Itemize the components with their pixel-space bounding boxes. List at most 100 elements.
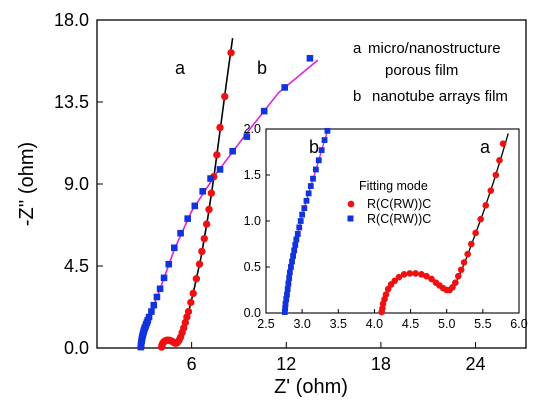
- inset-point-a-33: [499, 140, 507, 148]
- inset-point-b-7: [286, 275, 293, 281]
- inset-legend: Fitting mode R(C(RW))C R(C(RW))C: [347, 179, 431, 226]
- inset-curve-label-b: b: [309, 137, 319, 157]
- inset-point-a-23: [457, 266, 465, 274]
- inset-point-b-17: [297, 218, 304, 224]
- inset-point-a-13: [423, 272, 430, 280]
- main-point-b-22: [165, 260, 173, 268]
- main-point-a-19: [184, 307, 193, 316]
- inset-point-a-32: [496, 156, 503, 164]
- main-point-b-24: [177, 229, 184, 237]
- inset-x-tick-label-6: 5.5: [474, 317, 491, 331]
- main-legend-text-a-line1: micro/nanostructure: [368, 40, 501, 57]
- main-point-b-30: [229, 147, 236, 155]
- inset-point-b-21: [305, 190, 312, 197]
- main-legend-text-b: nanotube arrays film: [372, 88, 508, 105]
- inset-legend-marker-b: [347, 215, 354, 222]
- inset-point-b-6: [285, 280, 292, 287]
- main-point-b-32: [260, 107, 268, 115]
- inset-x-tick-label-4: 4.5: [402, 317, 419, 331]
- main-point-a-20: [187, 298, 195, 307]
- inset-point-b-5: [284, 286, 291, 292]
- inset-y-tick-label-1: 0.5: [244, 260, 261, 274]
- inset-point-b-9: [288, 264, 294, 270]
- main-point-b-28: [207, 175, 214, 182]
- main-point-b-20: [156, 285, 164, 293]
- inset-point-b-12: [291, 247, 298, 254]
- inset-point-b-1: [282, 305, 289, 312]
- main-point-a-25: [200, 234, 208, 243]
- inset-legend-title: Fitting mode: [359, 179, 428, 193]
- inset-point-a-11: [412, 270, 419, 277]
- main-curve-label-a: a: [175, 58, 186, 78]
- main-point-a-23: [195, 260, 204, 268]
- main-point-a-32: [221, 92, 229, 101]
- inset-point-b-22: [307, 183, 314, 189]
- inset-point-a-8: [395, 273, 403, 281]
- main-y-tick-label-2: 9.0: [64, 174, 89, 194]
- main-plot: 6 12 18 24 0.0 4.5 9.0 13.5 18.0 Z' (ohm) -Z'' (…: [16, 10, 527, 398]
- inset-point-a-4: [382, 291, 390, 298]
- inset-y-tick-label-3: 1.5: [244, 168, 261, 182]
- main-point-b-25: [184, 215, 191, 222]
- main-y-tick-label-1: 4.5: [64, 256, 89, 276]
- inset-point-b-15: [294, 230, 301, 237]
- main-x-tick-label-1: 12: [276, 354, 296, 374]
- main-y-tick-label-0: 0.0: [64, 338, 89, 358]
- inset-plot: 2.5 3.0 3.5 4.0 4.5 5.0 5.5 6.00.00.51.01.52.0 …: [244, 122, 528, 331]
- main-legend-key-a: a: [353, 40, 362, 57]
- main-point-b-17: [148, 308, 155, 315]
- main-fit-line-a: [160, 38, 234, 349]
- inset-point-b-13: [292, 242, 299, 248]
- main-point-b-33: [281, 84, 288, 91]
- inset-point-b-10: [289, 258, 295, 265]
- inset-point-a-10: [406, 270, 414, 277]
- main-point-a-31: [216, 123, 224, 132]
- inset-point-b-3: [283, 296, 290, 303]
- inset-x-tick-label-2: 3.5: [330, 317, 347, 331]
- inset-point-b-14: [293, 236, 300, 243]
- main-point-b-34: [306, 54, 314, 62]
- main-point-b-18: [150, 301, 158, 309]
- main-y-tick-label-4: 18.0: [54, 10, 89, 30]
- inset-point-b-2: [282, 300, 289, 307]
- main-point-b-23: [170, 244, 178, 252]
- inset-point-a-12: [418, 271, 425, 278]
- inset-point-b-28: [324, 127, 331, 134]
- main-legend-key-b: b: [353, 88, 361, 105]
- main-point-a-26: [202, 220, 211, 228]
- inset-point-a-22: [454, 272, 462, 280]
- inset-point-a-21: [452, 279, 459, 286]
- inset-point-b-0: [281, 309, 288, 315]
- inset-legend-text-b: R(C(RW))C: [367, 212, 431, 226]
- inset-point-b-25: [315, 157, 322, 164]
- inset-x-tick-label-5: 5.0: [438, 317, 455, 331]
- main-axis-ticks: 6 12 18 24 0.0 4.5 9.0 13.5 18.0: [54, 10, 486, 374]
- inset-point-b-23: [310, 175, 316, 182]
- inset-point-b-16: [296, 224, 303, 231]
- inset-point-a-14: [428, 275, 435, 283]
- inset-point-b-8: [286, 269, 293, 276]
- main-x-tick-label-2: 18: [371, 354, 391, 374]
- inset-legend-text-a: R(C(RW))C: [367, 197, 431, 211]
- inset-curve-label-a: a: [480, 137, 491, 157]
- main-x-axis-label: Z' (ohm): [274, 376, 348, 398]
- inset-point-a-31: [492, 171, 500, 179]
- inset-x-tick-label-0: 2.5: [257, 317, 274, 331]
- main-data-points: [137, 49, 314, 351]
- inset-x-tick-label-3: 4.0: [366, 317, 383, 331]
- main-point-a-30: [213, 151, 221, 159]
- main-legend: a micro/nanostructure porous film b nano…: [353, 40, 508, 105]
- main-point-a-22: [192, 275, 201, 283]
- inset-x-tick-label-7: 6.0: [510, 317, 527, 331]
- inset-point-b-27: [321, 137, 328, 143]
- inset-point-b-18: [299, 211, 306, 218]
- main-point-a-24: [198, 247, 206, 256]
- inset-y-tick-label-0: 0.0: [244, 306, 261, 320]
- main-point-b-31: [243, 133, 251, 140]
- inset-point-a-7: [391, 277, 398, 285]
- main-point-b-27: [199, 187, 206, 195]
- main-y-axis-label: -Z'' (ohm): [16, 142, 38, 226]
- inset-point-b-11: [290, 253, 297, 259]
- main-point-b-26: [191, 202, 199, 210]
